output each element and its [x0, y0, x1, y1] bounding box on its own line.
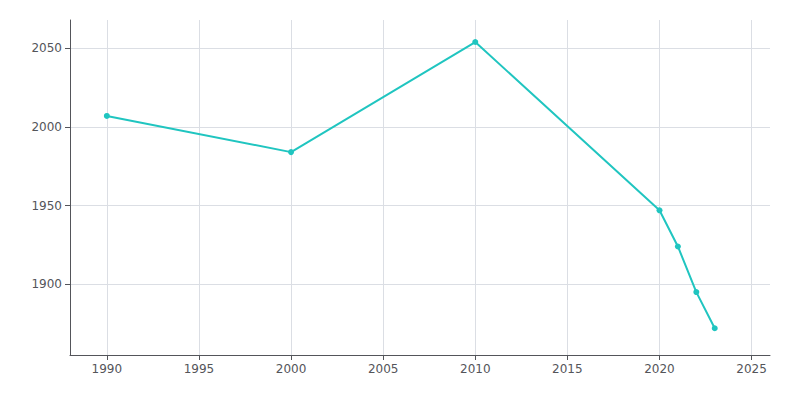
svg-text:1950: 1950: [31, 199, 62, 213]
svg-text:2025: 2025: [736, 362, 767, 376]
svg-text:1900: 1900: [31, 277, 62, 291]
svg-text:2020: 2020: [644, 362, 675, 376]
svg-text:2010: 2010: [460, 362, 491, 376]
svg-text:2000: 2000: [276, 362, 307, 376]
svg-text:1990: 1990: [92, 362, 123, 376]
svg-text:2015: 2015: [552, 362, 583, 376]
svg-text:1995: 1995: [184, 362, 215, 376]
svg-text:2000: 2000: [31, 120, 62, 134]
svg-text:2050: 2050: [31, 41, 62, 55]
svg-text:2005: 2005: [368, 362, 399, 376]
